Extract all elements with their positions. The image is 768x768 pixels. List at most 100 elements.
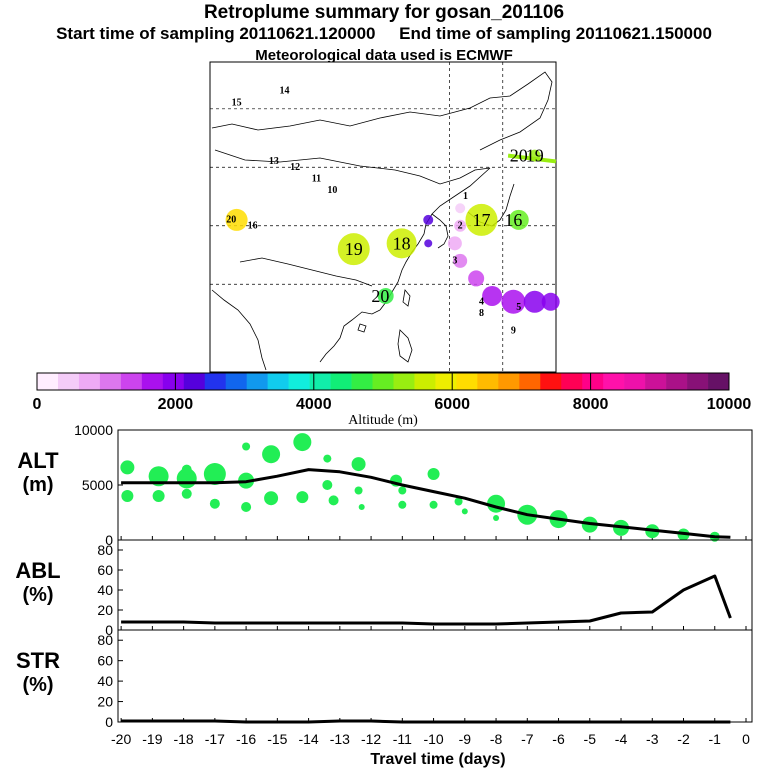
plume-blob [454, 219, 467, 232]
coastline-indochina [319, 309, 381, 363]
panel-frame [117, 539, 753, 631]
map-label: 13 [269, 156, 279, 167]
coastline-india [211, 289, 267, 371]
plume-point [203, 463, 226, 485]
plume-point [152, 490, 165, 502]
plume-point [148, 466, 169, 487]
xtick-label: -4 [615, 731, 628, 747]
plume-blob [508, 209, 529, 230]
colorbar-swatch [645, 373, 667, 390]
map-label: 2 [458, 220, 463, 231]
plume-blob [482, 285, 503, 306]
panel-alt: ALT(m) 10000 5000 0 [17, 422, 753, 548]
map-frame [209, 61, 557, 373]
plume-point [398, 486, 407, 495]
xtick-label: -7 [521, 731, 534, 747]
colorbar-swatch [225, 373, 247, 390]
plume-point [354, 486, 363, 495]
colorbar-tick-label: 8000 [573, 396, 609, 413]
chart-title: Retroplume summary for gosan_201106 [203, 2, 565, 23]
map-label: 8 [479, 308, 484, 319]
ytick-label: 80 [97, 542, 113, 558]
colorbar-tick-label: 0 [33, 396, 42, 413]
coastline-china-east [379, 167, 491, 311]
panel-frame [117, 629, 753, 723]
series-line [121, 468, 731, 539]
colorbar-axis-label: Altitude (m) [348, 413, 418, 428]
map-label: 19 [526, 146, 544, 166]
colorbar: 0 2000 4000 6000 8000 10000 Altitude (m) [33, 372, 751, 428]
map-label: 5 [516, 302, 521, 313]
end-time: End time of sampling 20110621.150000 [399, 24, 712, 43]
xtick-label: -20 [111, 731, 131, 747]
xtick-label: -2 [677, 731, 690, 747]
time-series-panels: ALT(m)1000050000ABL(%)806040200STR(%)806… [15, 422, 753, 768]
panel-ylabel: STR [16, 648, 60, 673]
xtick-label: -14 [298, 731, 318, 747]
map-label: 4 [479, 296, 484, 307]
map-label: 15 [232, 97, 242, 108]
map-label: 20 [371, 286, 389, 306]
ytick-label: 60 [97, 562, 113, 578]
plume-point [241, 502, 252, 512]
colorbar-swatch [498, 373, 520, 390]
ytick-label: 80 [97, 632, 113, 648]
xtick-label: -16 [236, 731, 256, 747]
map-plume [225, 149, 560, 314]
island-philippines [397, 329, 413, 363]
map-label: 3 [452, 255, 457, 266]
plume-blob [386, 228, 417, 259]
ytick-label: 10000 [74, 422, 113, 438]
plume-blob [377, 287, 394, 304]
plume-blob [455, 203, 466, 214]
plume-point [181, 464, 192, 475]
xtick-label: -3 [646, 731, 659, 747]
colorbar-swatch [37, 373, 59, 390]
xtick-label: -18 [173, 731, 193, 747]
map-label: 20 [510, 146, 528, 166]
map-grid [210, 62, 556, 372]
xtick-label: -15 [267, 731, 287, 747]
xtick-label: -13 [330, 731, 350, 747]
map-label: 16 [248, 220, 258, 231]
coastline-mongolia [214, 149, 491, 185]
panel-ylabel-unit: (%) [22, 674, 53, 696]
plume-blob [501, 289, 526, 314]
ytick-label: 5000 [82, 477, 113, 493]
sampling-times: Start time of sampling 20110621.120000 E… [0, 24, 768, 44]
plume-blob [337, 233, 370, 266]
series-line [121, 719, 731, 724]
xtick-label: -12 [361, 731, 381, 747]
colorbar-swatch [519, 373, 541, 390]
plume-blob [424, 239, 433, 248]
colorbar-swatch [57, 373, 80, 390]
plume-point [264, 491, 279, 506]
panel-frame [117, 429, 753, 541]
plume-point [262, 445, 281, 464]
map-label: 18 [393, 233, 411, 253]
plume-point [493, 515, 500, 521]
xtick-label: -8 [490, 731, 503, 747]
map-label: 9 [511, 326, 516, 337]
ytick-label: 40 [97, 582, 113, 598]
plume-point [358, 504, 365, 510]
panel-ylabel-unit: (m) [22, 474, 53, 496]
panel-ylabel-unit: (%) [22, 584, 53, 606]
colorbar-swatch [330, 373, 352, 390]
colorbar-swatch [78, 373, 101, 390]
panel-abl: ABL(%) 80 60 40 20 0 [15, 539, 753, 638]
xtick-label: -1 [709, 731, 722, 747]
map-label: 17 [472, 210, 490, 230]
colorbar-swatch [372, 373, 394, 390]
plume-point [461, 508, 468, 515]
map-label: 11 [312, 173, 321, 184]
series-line [121, 574, 732, 626]
colorbar-tick-label: 2000 [158, 396, 194, 413]
colorbar-swatch [582, 373, 604, 390]
colorbar-swatch [666, 373, 688, 390]
plume-blob [468, 270, 485, 287]
plume-point [121, 490, 134, 502]
xtick-label: -5 [584, 731, 597, 747]
xtick-label: -9 [459, 731, 472, 747]
